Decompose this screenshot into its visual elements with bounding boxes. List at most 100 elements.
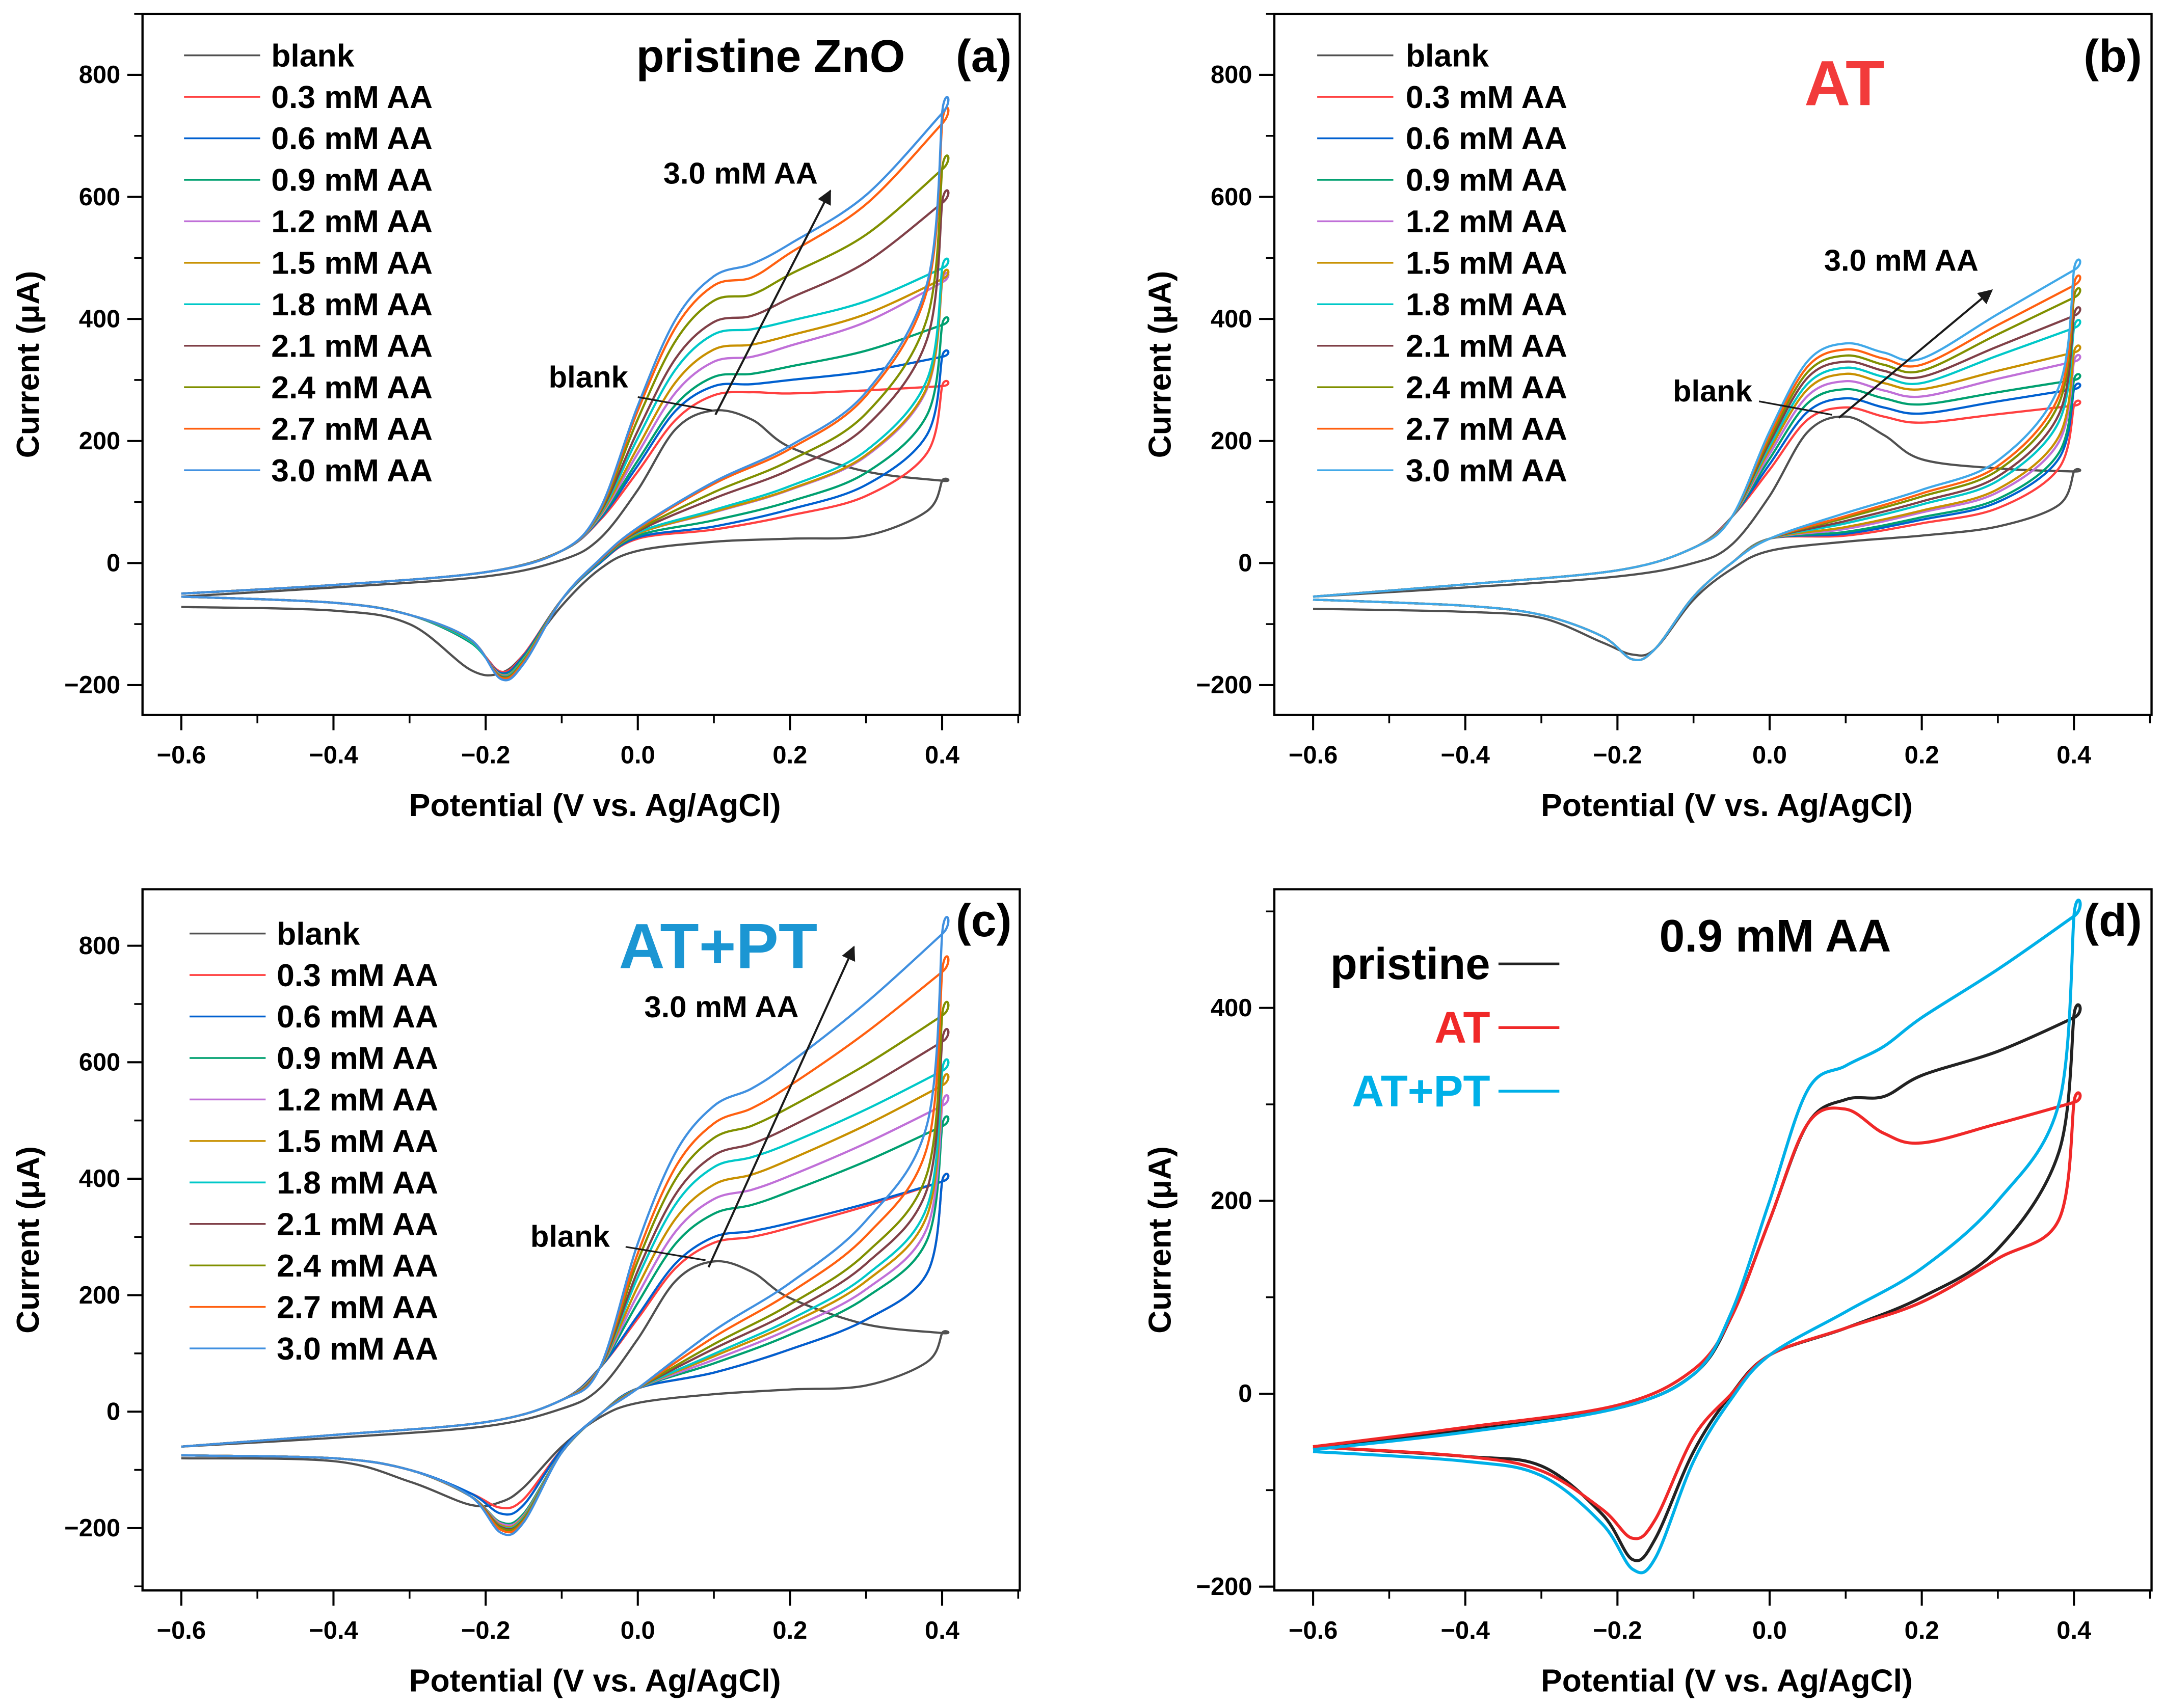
x-tick-label: 0.2: [1905, 1617, 1939, 1644]
panel-title: 0.9 mM AA: [1660, 910, 1891, 961]
legend-label: 2.1 mM AA: [271, 328, 433, 364]
x-axis-label: Potential (V vs. Ag/AgCl): [409, 1663, 781, 1698]
cv-curve-blank: [181, 1260, 950, 1508]
legend-label: blank: [271, 38, 354, 73]
panel-d: −0.6 −0.4 −0.2 0.0 0.2 0.4 −200 0 200 400 Potentia…: [1142, 888, 2153, 1698]
increase-arrow: [714, 189, 832, 416]
legend-label: 1.2 mM AA: [271, 204, 433, 239]
y-tick-label: 400: [1211, 994, 1252, 1022]
y-axis-label: Current (μA): [1142, 1146, 1178, 1334]
legend-label: 3.0 mM AA: [271, 453, 433, 489]
legend-label: AT+PT: [1352, 1067, 1490, 1116]
cv-curve-at-pt: [1313, 899, 2082, 1575]
legend-label: 1.5 mM AA: [1406, 246, 1567, 281]
y-axis-label: Current (μA): [10, 1146, 46, 1334]
y-tick-label: 600: [79, 183, 121, 211]
plot-frame: [141, 888, 1021, 1592]
legend-label: 0.9 mM AA: [271, 162, 433, 198]
annotation-label: 3.0 mM AA: [663, 156, 818, 190]
panel-title: AT+PT: [619, 911, 817, 982]
legend-label: 0.3 mM AA: [277, 958, 438, 993]
legend-label: 2.4 mM AA: [277, 1248, 438, 1284]
y-tick-label: −200: [64, 1514, 120, 1542]
legend-label: 2.1 mM AA: [1406, 328, 1567, 364]
x-tick-label: 0.4: [925, 742, 959, 769]
legend-label: 0.9 mM AA: [1406, 162, 1567, 198]
legend-label: 0.3 mM AA: [1406, 79, 1567, 115]
legend-label: AT: [1434, 1003, 1490, 1052]
legend-label: 1.5 mM AA: [271, 246, 433, 281]
legend-label: 2.7 mM AA: [271, 411, 433, 447]
annotation-label: 3.0 mM AA: [644, 990, 798, 1024]
y-tick-label: 0: [1238, 1380, 1252, 1407]
legend-label: 3.0 mM AA: [277, 1331, 438, 1367]
panel-b: −0.6 −0.4 −0.2 0.0 0.2 0.4 −200 0 200 400 600 800 Po…: [1142, 12, 2153, 823]
legend-label: 0.3 mM AA: [271, 79, 433, 115]
legend-label: 2.4 mM AA: [1406, 370, 1567, 405]
x-tick-label: −0.4: [309, 1617, 358, 1644]
legend-label: 0.6 mM AA: [1406, 121, 1567, 156]
y-tick-label: −200: [64, 671, 120, 699]
x-tick-label: 0.0: [621, 742, 655, 769]
y-tick-label: 400: [79, 1165, 121, 1192]
y-tick-label: 600: [1211, 183, 1252, 211]
x-tick-label: −0.2: [461, 742, 510, 769]
x-tick-label: 0.4: [2056, 742, 2091, 769]
x-axis-label: Potential (V vs. Ag/AgCl): [409, 788, 781, 823]
x-tick-label: −0.4: [1440, 742, 1489, 769]
x-tick-label: −0.6: [157, 1617, 206, 1644]
legend-label: 1.2 mM AA: [1406, 204, 1567, 239]
panel-label: (a): [956, 31, 1012, 82]
y-tick-label: 600: [79, 1049, 121, 1076]
cv-curve-3-0-mm-aa: [1313, 258, 2081, 661]
legend-label: 1.5 mM AA: [277, 1124, 438, 1159]
x-axis-label: Potential (V vs. Ag/AgCl): [1541, 1663, 1913, 1698]
x-tick-label: −0.2: [1593, 742, 1642, 769]
x-tick-label: −0.6: [1289, 1617, 1338, 1644]
blank-leader-line: [625, 1246, 706, 1261]
legend-label: 1.8 mM AA: [271, 287, 433, 322]
legend-label: 2.7 mM AA: [277, 1289, 438, 1325]
cv-curve-blank: [1313, 415, 2081, 657]
legend-label: 2.4 mM AA: [271, 370, 433, 405]
panel-a: −0.6 −0.4 −0.2 0.0 0.2 0.4 −200 0 200 400 600 800 Po…: [10, 12, 1021, 823]
legend-label: 0.9 mM AA: [277, 1041, 438, 1076]
x-tick-label: 0.4: [2056, 1617, 2091, 1644]
panel-c: −0.6 −0.4 −0.2 0.0 0.2 0.4 −200 0 200 400 600 800 Po…: [10, 888, 1021, 1698]
y-tick-label: 0: [106, 1398, 120, 1426]
legend-label: blank: [1406, 38, 1489, 73]
x-axis-label: Potential (V vs. Ag/AgCl): [1541, 788, 1913, 823]
x-tick-label: −0.6: [1289, 742, 1338, 769]
panel-label: (d): [2083, 895, 2142, 946]
curves: [181, 916, 950, 1536]
x-tick-label: 0.2: [772, 742, 807, 769]
legend-label: 0.6 mM AA: [271, 121, 433, 156]
blank-leader-line: [637, 396, 713, 412]
y-tick-label: 400: [1211, 305, 1252, 333]
x-tick-label: −0.4: [1440, 1617, 1489, 1644]
x-tick-label: 0.2: [1905, 742, 1939, 769]
curves: [181, 96, 950, 682]
y-axis-label: Current (μA): [10, 271, 46, 458]
y-tick-label: 0: [106, 550, 120, 577]
y-tick-label: −200: [1196, 671, 1252, 699]
curves: [1313, 258, 2081, 661]
y-tick-label: 800: [79, 932, 121, 960]
legend-label: 1.8 mM AA: [277, 1165, 438, 1201]
y-tick-label: 800: [79, 61, 121, 89]
annotation-label: blank: [530, 1219, 610, 1254]
increase-arrow: [1838, 289, 1993, 419]
plot-frame: [1273, 12, 2153, 716]
x-tick-label: 0.4: [925, 1617, 959, 1644]
y-tick-label: 0: [1238, 550, 1252, 577]
annotation-label: blank: [1673, 374, 1753, 408]
y-tick-label: 400: [79, 305, 121, 333]
y-tick-label: 200: [79, 427, 121, 455]
y-tick-label: 200: [1211, 427, 1252, 455]
y-tick-label: 200: [1211, 1187, 1252, 1215]
panel-title: AT: [1804, 48, 1884, 119]
x-tick-label: −0.6: [157, 742, 206, 769]
x-tick-label: −0.4: [309, 742, 358, 769]
blank-leader-line: [1758, 400, 1832, 416]
legend-label: 3.0 mM AA: [1406, 453, 1567, 489]
